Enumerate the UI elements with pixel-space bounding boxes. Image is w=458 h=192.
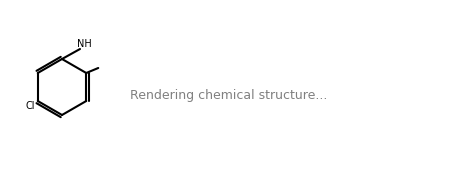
Text: Rendering chemical structure...: Rendering chemical structure... — [131, 89, 327, 103]
Text: NH: NH — [76, 39, 92, 49]
Text: Cl: Cl — [25, 101, 34, 111]
